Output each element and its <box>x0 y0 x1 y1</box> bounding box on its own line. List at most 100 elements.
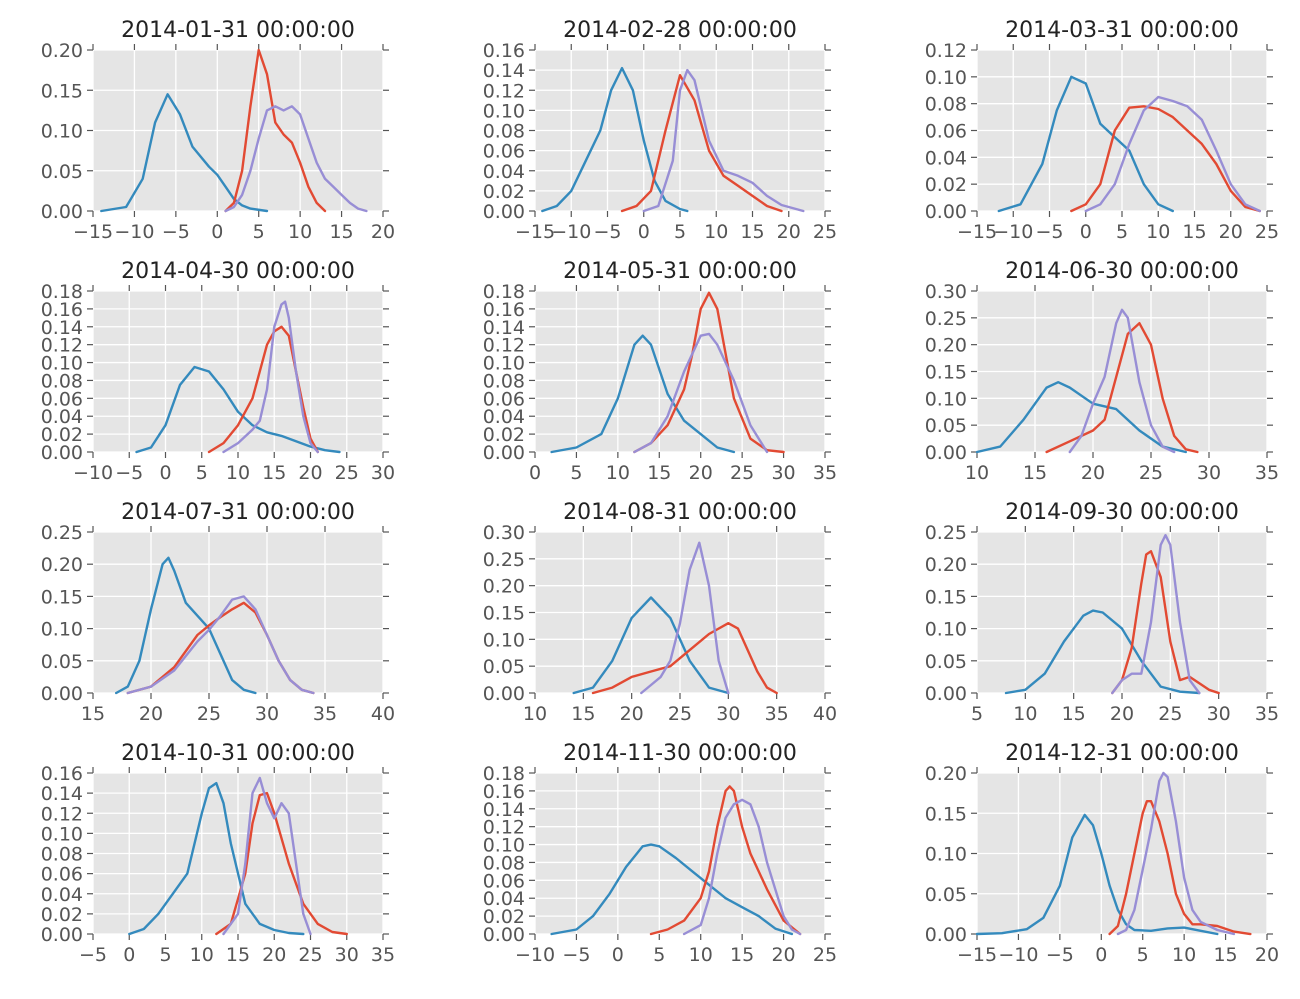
series-1-line <box>1004 609 1201 695</box>
series-3-line <box>1111 534 1201 695</box>
x-tick-label: 25 <box>668 703 692 725</box>
x-tick-label: −5 <box>593 221 621 243</box>
x-tick-label: 15 <box>740 221 764 243</box>
x-tick-label: 5 <box>971 703 983 725</box>
y-tick-label: 0.10 <box>925 844 967 866</box>
x-tick-label: 10 <box>288 221 312 243</box>
y-tick-label: 0.30 <box>483 522 525 544</box>
series-1-line <box>975 813 1219 936</box>
x-tick-label: 30 <box>1197 462 1221 484</box>
y-tick-label: 0.00 <box>925 924 967 946</box>
series-2-line <box>224 48 327 213</box>
y-tick-label: 0.16 <box>41 299 83 321</box>
x-tick-label: 20 <box>298 462 322 484</box>
series-1-line <box>114 556 257 695</box>
series-1-line <box>550 843 794 936</box>
x-tick-label: 20 <box>1081 462 1105 484</box>
x-tick-label: −10 <box>998 944 1038 966</box>
subplot-12: −15 −10 −5 0 5 10 15 20 0.00 0.05 0.10 0.15 0.20 2014… <box>925 741 1279 966</box>
series-2-line <box>1111 550 1220 695</box>
series-3-line <box>126 595 315 695</box>
y-tick-label: 0.15 <box>925 586 967 608</box>
y-tick-label: 0.10 <box>41 121 83 143</box>
y-tick-label: 0.12 <box>483 335 525 357</box>
x-tick-label: 25 <box>813 944 837 966</box>
y-tick-label: 0.16 <box>483 299 525 321</box>
x-tick-label: 0 <box>123 944 135 966</box>
x-tick-label: 15 <box>1182 221 1206 243</box>
y-tick-label: 0.06 <box>925 121 967 143</box>
y-tick-label: 0.06 <box>483 141 525 163</box>
x-tick-label: 0 <box>1095 944 1107 966</box>
subplot-6: 10 15 20 25 30 35 0.00 0.05 0.10 0.15 0.20 0.25 0.30… <box>925 259 1279 484</box>
subplot-1: −15 −10 −5 0 5 10 15 20 0.00 0.05 0.10 0.15 0.20 2014… <box>41 18 395 243</box>
y-tick-label: 0.25 <box>925 522 967 544</box>
subplot-title: 2014-11-30 00:00:00 <box>563 741 797 766</box>
y-tick-label: 0.08 <box>925 94 967 116</box>
x-tick-label: 40 <box>371 703 395 725</box>
x-tick-label: −15 <box>73 221 113 243</box>
y-tick-label: 0.20 <box>41 554 83 576</box>
y-tick-label: 0.02 <box>483 906 525 928</box>
x-tick-label: 0 <box>159 462 171 484</box>
x-tick-label: 20 <box>1110 703 1134 725</box>
x-tick-label: 15 <box>1213 944 1237 966</box>
y-tick-label: 0.18 <box>41 281 83 303</box>
y-tick-label: 0.10 <box>925 67 967 89</box>
subplot-10: −5 0 5 10 15 20 25 30 35 0.000.020.040.060.080.10… <box>41 741 395 966</box>
x-tick-label: 0 <box>529 462 541 484</box>
subplot-9: 5 10 15 20 25 30 35 0.00 0.05 0.10 0.15 0.20 0.25 201… <box>925 500 1279 725</box>
y-tick-label: 0.10 <box>41 619 83 641</box>
y-tick-label: 0.05 <box>41 161 83 183</box>
y-tick-label: 0.14 <box>483 60 525 82</box>
y-tick-label: 0.10 <box>483 835 525 857</box>
series-1-line <box>100 93 269 213</box>
x-tick-label: 5 <box>253 221 265 243</box>
y-tick-label: 0.15 <box>41 586 83 608</box>
y-tick-label: 0.16 <box>483 40 525 62</box>
x-tick-label: −10 <box>114 221 154 243</box>
x-tick-label: 5 <box>570 462 582 484</box>
x-tick-label: 5 <box>1137 944 1149 966</box>
y-tick-label: 0.05 <box>483 656 525 678</box>
x-tick-label: 10 <box>190 944 214 966</box>
y-tick-label: 0.00 <box>925 201 967 223</box>
y-tick-label: 0.14 <box>483 317 525 339</box>
y-tick-label: 0.04 <box>483 888 525 910</box>
subplot-title: 2014-03-31 00:00:00 <box>1005 18 1239 43</box>
x-tick-label: 0 <box>1080 221 1092 243</box>
x-tick-label: 10 <box>1013 703 1037 725</box>
x-tick-label: 10 <box>1172 944 1196 966</box>
y-tick-label: 0.12 <box>925 40 967 62</box>
y-tick-label: 0.14 <box>41 783 83 805</box>
x-tick-label: 10 <box>689 944 713 966</box>
plot-background <box>535 291 825 452</box>
y-tick-label: 0.15 <box>925 803 967 825</box>
y-tick-label: 0.00 <box>483 924 525 946</box>
y-tick-label: 0.20 <box>925 763 967 785</box>
x-tick-label: 15 <box>81 703 105 725</box>
y-tick-label: 0.12 <box>483 817 525 839</box>
x-tick-label: −5 <box>1035 221 1063 243</box>
y-tick-label: 0.04 <box>483 406 525 428</box>
x-tick-label: 25 <box>730 462 754 484</box>
y-tick-label: 0.30 <box>925 281 967 303</box>
y-tick-label: 0.20 <box>925 554 967 576</box>
x-tick-label: 35 <box>765 703 789 725</box>
series-3-line <box>222 300 319 454</box>
subplot-11: −10 −5 0 5 10 15 20 250.000.020.040.060.080.100… <box>483 741 837 966</box>
y-tick-label: 0.05 <box>925 415 967 437</box>
x-tick-label: 30 <box>1207 703 1231 725</box>
series-2-line <box>207 325 319 454</box>
y-tick-label: 0.10 <box>483 353 525 375</box>
series-2-line <box>591 622 778 695</box>
x-tick-label: −5 <box>1046 944 1074 966</box>
x-tick-label: −10 <box>551 221 591 243</box>
y-tick-label: 0.10 <box>41 353 83 375</box>
x-tick-label: 15 <box>262 462 286 484</box>
series-3-line <box>1084 95 1262 213</box>
subplot-title: 2014-12-31 00:00:00 <box>1005 741 1239 766</box>
x-tick-label: −5 <box>79 944 107 966</box>
y-tick-label: 0.12 <box>483 80 525 102</box>
subplot-title: 2014-06-30 00:00:00 <box>1005 259 1239 284</box>
